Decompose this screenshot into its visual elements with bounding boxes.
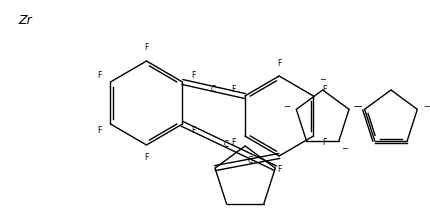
Text: −: − bbox=[355, 102, 362, 111]
Text: F: F bbox=[191, 126, 196, 135]
Text: F: F bbox=[97, 71, 101, 80]
Text: C: C bbox=[223, 140, 228, 148]
Text: F: F bbox=[97, 126, 101, 135]
Text: F: F bbox=[322, 138, 327, 147]
Text: F: F bbox=[277, 59, 281, 68]
Text: −: − bbox=[341, 144, 348, 153]
Text: −: − bbox=[283, 102, 290, 111]
Text: F: F bbox=[231, 85, 236, 94]
Text: F: F bbox=[322, 85, 327, 94]
Text: F: F bbox=[277, 164, 281, 174]
Text: F: F bbox=[231, 138, 236, 147]
Text: C: C bbox=[211, 85, 216, 94]
Text: F: F bbox=[144, 43, 149, 52]
Text: −: − bbox=[319, 75, 326, 85]
Text: −: − bbox=[352, 102, 359, 111]
Text: F: F bbox=[144, 154, 149, 163]
Text: C: C bbox=[247, 155, 253, 165]
Text: F: F bbox=[191, 71, 196, 80]
Text: −: − bbox=[423, 102, 430, 111]
Text: Zr: Zr bbox=[18, 13, 31, 26]
